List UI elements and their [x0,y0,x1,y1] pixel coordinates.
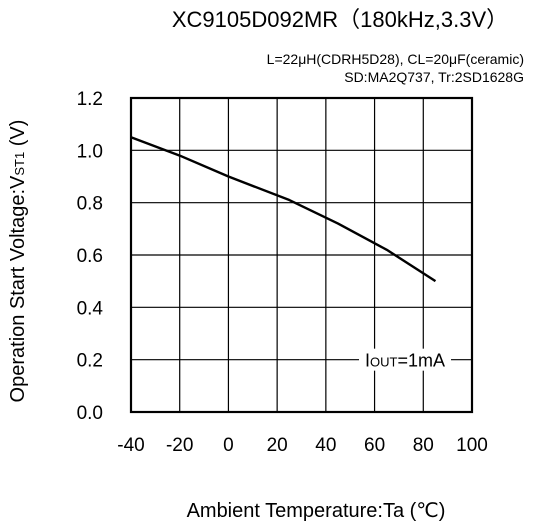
y-tick-label-3: 0.6 [77,246,103,267]
x-tick-label-6: 80 [413,435,434,456]
y-tick-label-2: 0.4 [77,298,104,319]
x-tick-label-5: 60 [364,435,385,456]
x-tick-label-3: 20 [267,435,288,456]
annotation: IOUT=1mA [359,348,452,371]
y-tick-label-4: 0.8 [77,194,103,215]
series-layer [130,136,437,283]
y-tick-label-6: 1.2 [77,89,103,110]
plot-frame [129,96,474,414]
x-axis-label: Ambient Temperature:Ta (℃) [187,500,446,522]
y-tick-label-0: 0.0 [77,403,103,424]
x-tick-label-7: 100 [456,435,488,456]
y-tick-label-5: 1.0 [77,141,103,162]
conditions-line-2: SD:MA2Q737, Tr:2SD1628G [344,69,524,85]
y-tick-labels: 0.0 0.2 0.4 0.6 0.8 1.0 1.2 [77,89,104,424]
annotation-label: IOUT=1mA [365,351,445,371]
chart-title: XC9105D092MR（180kHz,3.3V） [172,7,508,32]
y-axis-label: Operation Start Voltage:VST1 (V) [7,120,29,403]
x-tick-label-4: 40 [315,435,336,456]
series-line-0 [130,136,437,283]
x-tick-label-0: -40 [117,435,144,456]
grid [131,98,472,412]
conditions-line-1: L=22μH(CDRH5D28), CL=20μF(ceramic) [267,51,524,67]
y-tick-label-1: 0.2 [77,351,103,372]
x-tick-label-1: -20 [166,435,193,456]
x-tick-labels: -40 -20 0 20 40 60 80 100 [117,435,488,456]
x-tick-label-2: 0 [223,435,234,456]
